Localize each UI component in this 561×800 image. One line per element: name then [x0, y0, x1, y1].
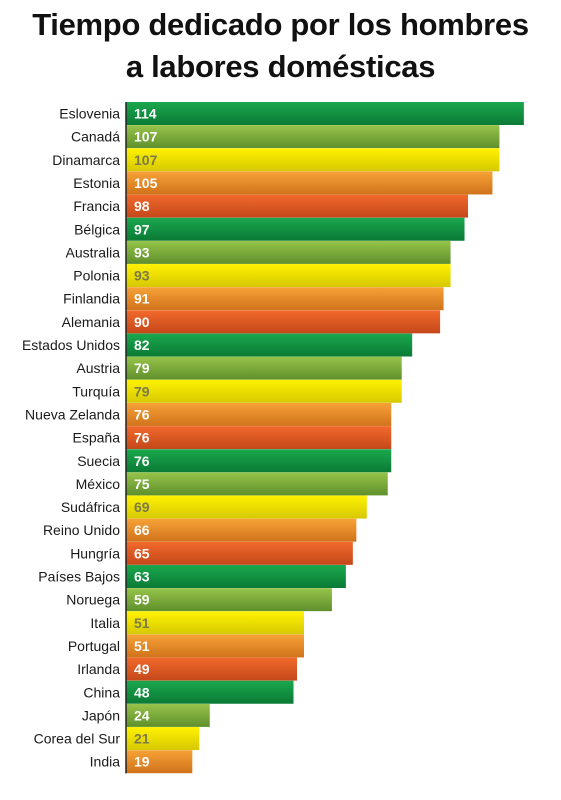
value-label-irlanda: 49 — [134, 661, 150, 677]
category-label-mexico: México — [76, 476, 121, 492]
value-label-espana: 76 — [134, 430, 150, 446]
category-label-eslovenia: Eslovenia — [59, 106, 120, 122]
category-label-suecia: Suecia — [77, 453, 120, 469]
category-label-irlanda: Irlanda — [77, 661, 120, 677]
bar-austria — [126, 356, 402, 380]
value-label-dinamarca: 107 — [134, 152, 158, 168]
category-label-turquia: Turquía — [72, 383, 120, 399]
bar-polonia — [126, 264, 451, 288]
category-label-polonia: Polonia — [73, 268, 120, 284]
bar-noruega — [126, 588, 332, 612]
category-label-hungria: Hungría — [70, 545, 120, 561]
category-label-sudafrica: Sudáfrica — [61, 499, 120, 515]
bar-irlanda — [126, 657, 298, 681]
value-label-canada: 107 — [134, 129, 158, 145]
bar-estados-unidos — [126, 333, 413, 357]
category-label-italia: Italia — [90, 615, 120, 631]
category-label-estados-unidos: Estados Unidos — [22, 337, 120, 353]
category-label-india: India — [90, 754, 121, 770]
bar-india — [126, 750, 193, 774]
value-label-suecia: 76 — [134, 453, 150, 469]
bar-mexico — [126, 472, 388, 496]
category-label-canada: Canadá — [71, 129, 120, 145]
category-label-nueva-zelanda: Nueva Zelanda — [25, 406, 120, 422]
value-label-belgica: 97 — [134, 221, 150, 237]
category-label-finlandia: Finlandia — [63, 291, 120, 307]
bar-australia — [126, 240, 451, 264]
bar-francia — [126, 194, 469, 218]
value-label-australia: 93 — [134, 244, 150, 260]
bar-eslovenia — [126, 102, 524, 125]
category-label-alemania: Alemania — [62, 314, 121, 330]
bar-estonia — [126, 171, 493, 195]
value-label-austria: 79 — [134, 360, 150, 376]
bar-nueva-zelanda — [126, 402, 392, 426]
category-label-china: China — [83, 684, 120, 700]
bar-hungria — [126, 541, 353, 565]
value-label-polonia: 93 — [134, 268, 150, 284]
value-label-india: 19 — [134, 754, 150, 770]
chart-title-line-1: Tiempo dedicado por los hombres — [32, 7, 529, 42]
value-label-corea-del-sur: 21 — [134, 731, 150, 747]
value-label-sudafrica: 69 — [134, 499, 150, 515]
bar-espana — [126, 426, 392, 450]
category-label-austria: Austria — [76, 360, 120, 376]
value-label-noruega: 59 — [134, 592, 150, 608]
value-label-turquia: 79 — [134, 383, 150, 399]
bar-turquia — [126, 379, 402, 403]
bar-dinamarca — [126, 148, 500, 172]
value-label-alemania: 90 — [134, 314, 150, 330]
category-label-corea-del-sur: Corea del Sur — [34, 731, 121, 747]
value-label-hungria: 65 — [134, 545, 150, 561]
category-label-paises-bajos: Países Bajos — [38, 569, 120, 585]
bars-group: Eslovenia 114 Canadá 107 Dinamarca 107 Estonia… — [22, 102, 524, 774]
category-label-belgica: Bélgica — [74, 221, 120, 237]
bar-paises-bajos — [126, 565, 346, 588]
bar-suecia — [126, 449, 392, 473]
value-label-finlandia: 91 — [134, 291, 150, 307]
value-label-mexico: 75 — [134, 476, 150, 492]
category-label-dinamarca: Dinamarca — [52, 152, 120, 168]
value-label-estonia: 105 — [134, 175, 158, 191]
value-label-eslovenia: 114 — [134, 106, 157, 122]
bar-canada — [126, 125, 500, 149]
chart-title: Tiempo dedicado por los hombres a labore… — [0, 4, 561, 88]
category-label-estonia: Estonia — [73, 175, 120, 191]
category-label-portugal: Portugal — [68, 638, 120, 654]
bar-reino-unido — [126, 518, 357, 542]
bar-portugal — [126, 634, 304, 658]
category-label-japon: Japón — [82, 707, 120, 723]
bar-corea-del-sur — [126, 727, 200, 751]
value-label-china: 48 — [134, 684, 150, 700]
category-label-reino-unido: Reino Unido — [43, 522, 120, 538]
value-label-paises-bajos: 63 — [134, 569, 150, 585]
value-label-italia: 51 — [134, 615, 150, 631]
bar-belgica — [126, 217, 465, 241]
value-label-japon: 24 — [134, 707, 150, 723]
category-label-francia: Francia — [73, 198, 120, 214]
bar-alemania — [126, 310, 441, 334]
category-label-espana: España — [73, 430, 121, 446]
category-label-noruega: Noruega — [66, 592, 120, 608]
value-label-estados-unidos: 82 — [134, 337, 150, 353]
value-label-francia: 98 — [134, 198, 150, 214]
bar-italia — [126, 611, 304, 635]
bar-japon — [126, 703, 210, 727]
value-label-portugal: 51 — [134, 638, 150, 654]
bar-china — [126, 680, 294, 704]
bar-finlandia — [126, 287, 444, 311]
chart-title-line-2: a labores domésticas — [125, 49, 436, 84]
category-label-australia: Australia — [66, 244, 121, 260]
value-label-reino-unido: 66 — [134, 522, 150, 538]
value-label-nueva-zelanda: 76 — [134, 406, 150, 422]
bar-sudafrica — [126, 495, 367, 519]
